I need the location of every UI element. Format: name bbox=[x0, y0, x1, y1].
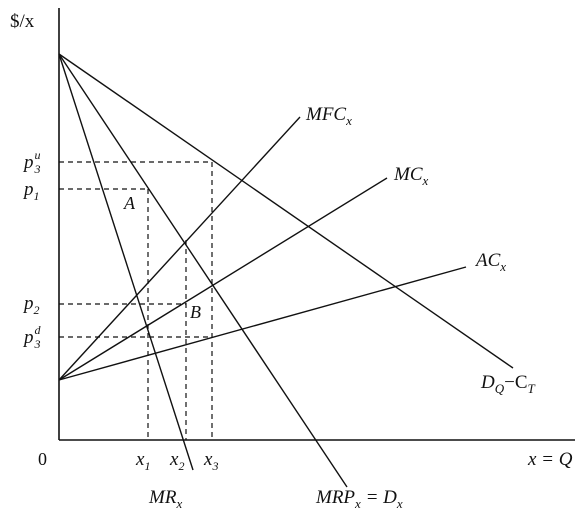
tick-p2: p2 bbox=[22, 293, 40, 317]
ac-curve bbox=[58, 266, 467, 381]
point-a-label: A bbox=[123, 193, 136, 213]
point-b-label: B bbox=[190, 302, 201, 322]
mr-curve bbox=[58, 53, 194, 471]
mc-curve bbox=[58, 177, 388, 381]
tick-p3d: pd 3 bbox=[22, 323, 42, 351]
mrp-curve bbox=[58, 53, 348, 488]
tick-p1: p1 bbox=[22, 179, 40, 203]
guide-lines bbox=[59, 161, 213, 440]
mrp-label: MRPx = Dx bbox=[315, 487, 403, 511]
dq-label: DQ−CT bbox=[480, 372, 536, 396]
x-axis-label: x = Q bbox=[527, 449, 573, 470]
demand-curve-dq bbox=[58, 53, 514, 369]
ac-label: ACx bbox=[474, 250, 506, 274]
y-axis-label: $/x bbox=[10, 11, 35, 32]
tick-x2: x2 bbox=[169, 449, 184, 473]
tick-x3: x3 bbox=[203, 449, 218, 473]
tick-x1: x1 bbox=[135, 449, 150, 473]
mc-label: MCx bbox=[393, 164, 429, 188]
mfc-curve bbox=[58, 116, 301, 381]
origin-label: 0 bbox=[38, 449, 47, 469]
mfc-label: MFCx bbox=[305, 104, 352, 128]
tick-p3u: pu 3 bbox=[22, 148, 41, 176]
mr-label: MRx bbox=[148, 487, 182, 511]
